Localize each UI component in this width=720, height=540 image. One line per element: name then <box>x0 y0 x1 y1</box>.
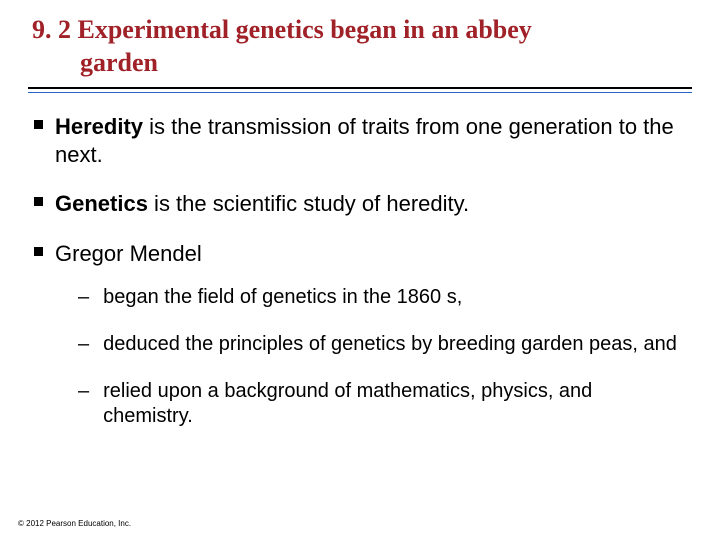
title-line-1: 9. 2 Experimental genetics began in an a… <box>32 15 532 44</box>
bullet-item: Genetics is the scientific study of here… <box>34 190 686 218</box>
bullet-rest: Gregor Mendel <box>55 241 202 266</box>
title-line-2: garden <box>32 47 158 80</box>
sub-bullet-text: relied upon a background of mathematics,… <box>103 379 686 429</box>
square-bullet-icon <box>34 120 43 129</box>
square-bullet-icon <box>34 247 43 256</box>
slide-title: 9. 2 Experimental genetics began in an a… <box>28 14 692 85</box>
square-bullet-icon <box>34 197 43 206</box>
rule-thick <box>28 87 692 89</box>
bullet-rest: is the scientific study of heredity. <box>148 191 469 216</box>
dash-icon: – <box>78 379 89 404</box>
bullet-bold: Heredity <box>55 114 143 139</box>
bullet-item: Gregor Mendel <box>34 240 686 268</box>
sub-bullet-item: – deduced the principles of genetics by … <box>78 332 686 357</box>
bullet-item: Heredity is the transmission of traits f… <box>34 113 686 168</box>
bullet-text: Gregor Mendel <box>55 240 202 268</box>
slide: 9. 2 Experimental genetics began in an a… <box>0 0 720 540</box>
sub-bullet-text: deduced the principles of genetics by br… <box>103 332 677 357</box>
bullet-text: Genetics is the scientific study of here… <box>55 190 469 218</box>
sub-bullet-item: – began the field of genetics in the 186… <box>78 285 686 310</box>
content-area: Heredity is the transmission of traits f… <box>28 93 692 429</box>
bullet-text: Heredity is the transmission of traits f… <box>55 113 686 168</box>
bullet-rest: is the transmission of traits from one g… <box>55 114 674 167</box>
sub-bullet-list: – began the field of genetics in the 186… <box>34 281 686 429</box>
dash-icon: – <box>78 285 89 310</box>
bullet-bold: Genetics <box>55 191 148 216</box>
copyright-footer: © 2012 Pearson Education, Inc. <box>18 519 131 528</box>
sub-bullet-item: – relied upon a background of mathematic… <box>78 379 686 429</box>
dash-icon: – <box>78 332 89 357</box>
sub-bullet-text: began the field of genetics in the 1860 … <box>103 285 462 310</box>
